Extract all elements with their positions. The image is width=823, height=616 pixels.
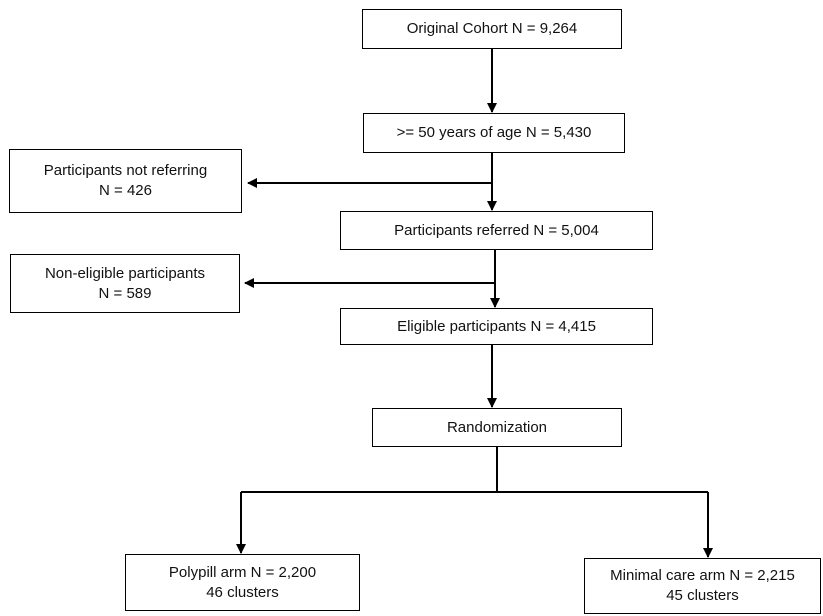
box-referred: Participants referred N = 5,004 [340, 211, 653, 250]
box-polypill-arm-line1: Polypill arm N = 2,200 [168, 563, 317, 581]
box-eligible: Eligible participants N = 4,415 [340, 308, 653, 345]
box-randomization-label: Randomization [446, 418, 548, 436]
box-not-referring: Participants not referring N = 426 [9, 149, 242, 213]
box-referred-label: Participants referred N = 5,004 [394, 221, 599, 239]
box-non-eligible: Non-eligible participants N = 589 [10, 254, 240, 313]
box-polypill-arm: Polypill arm N = 2,200 46 clusters [125, 554, 360, 611]
box-not-referring-line2: N = 426 [99, 182, 152, 199]
box-not-referring-line1: Participants not referring [43, 162, 208, 179]
box-polypill-arm-line2: 46 clusters [206, 583, 279, 601]
box-non-eligible-line1: Non-eligible participants [44, 264, 206, 282]
box-randomization: Randomization [372, 408, 622, 447]
box-age-50: >= 50 years of age N = 5,430 [363, 113, 625, 153]
box-original-cohort: Original Cohort N = 9,264 [362, 9, 622, 49]
box-original-cohort-label: Original Cohort N = 9,264 [406, 20, 578, 37]
box-minimal-care-arm: Minimal care arm N = 2,215 45 clusters [584, 558, 821, 614]
box-eligible-label: Eligible participants N = 4,415 [397, 317, 596, 335]
box-non-eligible-line2: N = 589 [98, 284, 152, 302]
box-minimal-care-arm-line1: Minimal care arm N = 2,215 [610, 567, 795, 584]
box-minimal-care-arm-line2: 45 clusters [666, 587, 739, 604]
box-age-50-label: >= 50 years of age N = 5,430 [396, 124, 592, 141]
